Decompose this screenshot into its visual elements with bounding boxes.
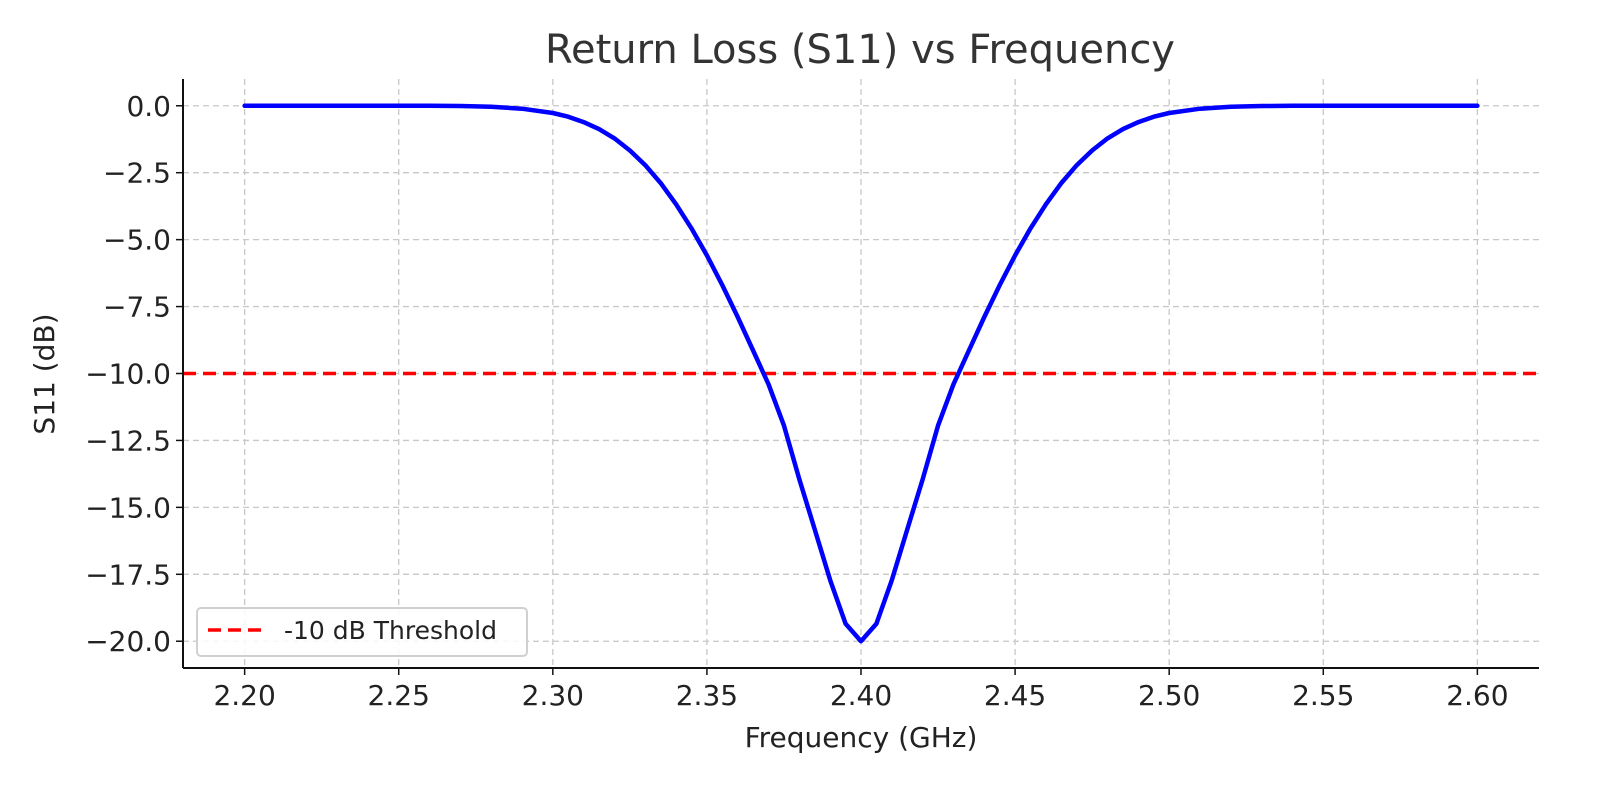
- x-tick-label: 2.50: [1138, 679, 1200, 712]
- legend-threshold-label: -10 dB Threshold: [284, 616, 497, 645]
- x-tick-label: 2.60: [1446, 679, 1508, 712]
- x-tick-label: 2.45: [984, 679, 1046, 712]
- x-tick-label: 2.35: [676, 679, 738, 712]
- x-tick-label: 2.40: [830, 679, 892, 712]
- y-tick-label: −10.0: [85, 358, 171, 391]
- legend-box: [196, 607, 528, 657]
- x-axis-label: Frequency (GHz): [745, 721, 978, 754]
- y-tick-label: −17.5: [85, 558, 171, 591]
- axes: [176, 79, 1539, 675]
- x-tick-label: 2.30: [522, 679, 584, 712]
- y-tick-label: −2.5: [103, 157, 171, 190]
- x-tick-label: 2.25: [368, 679, 430, 712]
- y-tick-label: −15.0: [85, 491, 171, 524]
- y-tick-label: −5.0: [103, 224, 171, 257]
- y-tick-label: 0.0: [126, 90, 171, 123]
- y-tick-label: −7.5: [103, 291, 171, 324]
- y-tick-label: −12.5: [85, 424, 171, 457]
- chart-title: Return Loss (S11) vs Frequency: [545, 27, 1175, 73]
- legend: -10 dB Threshold: [196, 607, 528, 657]
- y-tick-label: −20.0: [85, 625, 171, 658]
- x-tick-label: 2.55: [1292, 679, 1354, 712]
- series-layer: [242, 103, 1480, 644]
- tick-labels: 2.20 2.25 2.30 2.35 2.40 2.45 2.50 2.55 2.60 0.0 −…: [85, 90, 1508, 712]
- y-axis-label: S11 (dB): [28, 313, 61, 434]
- s11-curve: [242, 103, 1480, 644]
- x-tick-label: 2.20: [213, 679, 275, 712]
